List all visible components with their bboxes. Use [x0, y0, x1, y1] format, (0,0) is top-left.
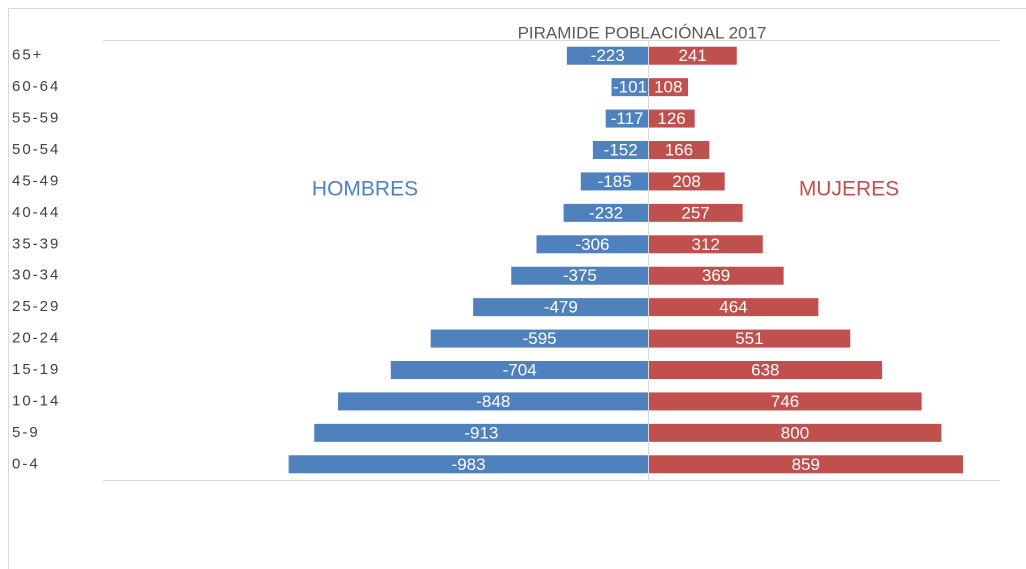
y-tick-label: 45-49: [12, 172, 60, 189]
bar: [580, 172, 649, 191]
data-label: 166: [665, 140, 693, 159]
bar: [511, 266, 649, 285]
data-label: -595: [523, 329, 557, 348]
data-label: -306: [575, 235, 609, 254]
y-tick-label: 40-44: [12, 204, 60, 221]
data-label: -117: [611, 109, 644, 128]
data-label: 551: [735, 329, 763, 348]
bar: [288, 455, 649, 474]
bar: [611, 78, 649, 97]
data-label: -704: [503, 360, 537, 379]
y-tick-label: 20-24: [12, 330, 60, 347]
chart-frame: [8, 8, 1026, 569]
data-label: -983: [452, 455, 486, 474]
data-label: 464: [719, 298, 747, 317]
plot: -223 -101 -117 -152 -185 -232 -306 -375 -479 -595…: [288, 46, 964, 474]
bar: [648, 172, 725, 191]
bar: [648, 78, 689, 97]
bar: [648, 455, 964, 474]
bar: [648, 423, 942, 442]
chart-title: PIRAMIDE POBLACIÓNAL 2017: [518, 23, 767, 42]
data-label: -848: [476, 392, 510, 411]
data-label: 312: [691, 235, 719, 254]
series-label: MUJERES: [799, 178, 899, 201]
data-label: -913: [464, 423, 498, 442]
data-label: -479: [544, 298, 578, 317]
data-label: 108: [654, 78, 682, 97]
data-label: -152: [604, 140, 638, 159]
data-label: 638: [751, 360, 779, 379]
bar: [430, 329, 649, 348]
data-label: -375: [563, 266, 597, 285]
data-label: -232: [589, 203, 623, 222]
series-label: HOMBRES: [312, 178, 418, 201]
bar: [648, 298, 819, 317]
y-tick-label: 25-29: [12, 298, 60, 315]
bar: [648, 329, 851, 348]
y-tick-label: 60-64: [12, 78, 60, 95]
y-tick-label: 10-14: [12, 392, 60, 409]
bar: [563, 203, 649, 222]
bar: [648, 392, 922, 411]
bar: [314, 423, 649, 442]
bar: [536, 235, 649, 254]
bar: [648, 46, 737, 65]
data-label: 800: [781, 423, 809, 442]
data-label: -101: [613, 78, 647, 97]
y-tick-label: 5-9: [12, 424, 40, 441]
y-tick-label: 15-19: [12, 361, 60, 378]
data-label: 126: [657, 109, 685, 128]
y-tick-label: 50-54: [12, 141, 60, 158]
data-label: 257: [681, 203, 709, 222]
bar: [648, 109, 695, 128]
data-label: 241: [678, 46, 706, 65]
bar: [473, 298, 649, 317]
y-tick-label: 35-39: [12, 235, 60, 252]
data-label: 208: [672, 172, 700, 191]
bar: [648, 203, 743, 222]
bar: [592, 141, 649, 159]
data-label: 746: [771, 392, 799, 411]
bar: [566, 46, 649, 65]
bar: [390, 361, 649, 379]
bar: [648, 235, 763, 254]
bar: [338, 392, 649, 411]
bar: [648, 266, 784, 285]
bar: [648, 141, 710, 159]
y-tick-label: 30-34: [12, 267, 60, 284]
bar: [648, 361, 883, 379]
bar: [605, 109, 649, 128]
data-label: -185: [598, 172, 632, 191]
data-label: -223: [591, 46, 625, 65]
y-tick-label: 0-4: [12, 455, 40, 472]
y-tick-label: 65+: [12, 47, 43, 64]
data-label: 369: [702, 266, 730, 285]
data-label: 859: [792, 455, 820, 474]
y-tick-label: 55-59: [12, 110, 60, 127]
